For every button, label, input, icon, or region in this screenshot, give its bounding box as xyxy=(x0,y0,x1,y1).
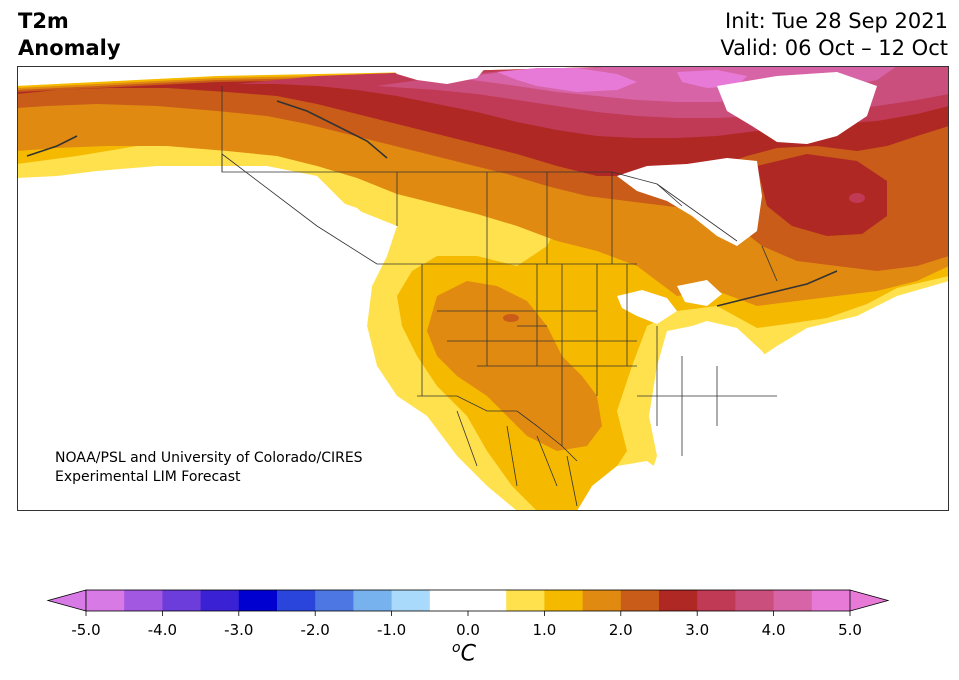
colorbar-box xyxy=(162,590,202,611)
colorbar-box xyxy=(468,590,507,611)
colorbar-box xyxy=(659,590,698,611)
anomaly-map xyxy=(17,66,949,511)
variable-subtitle: Anomaly xyxy=(18,36,121,60)
colorbar-box xyxy=(353,590,393,611)
unit-letter: C xyxy=(460,641,476,667)
colorbar-over-arrow xyxy=(849,589,890,612)
anomaly-spot-2p0-colorado xyxy=(503,314,519,322)
title-left: T2m Anomaly xyxy=(18,8,121,62)
colorbar-box xyxy=(429,590,469,611)
valid-range: Valid: 06 Oct – 12 Oct xyxy=(720,36,948,60)
colorbar-box xyxy=(582,590,622,611)
us-southeast-neutral xyxy=(659,321,777,486)
colorbar-box xyxy=(811,590,851,611)
colorbar-box xyxy=(200,590,240,611)
gulf-of-mexico xyxy=(577,461,682,511)
colorbar-box xyxy=(391,590,431,611)
colorbar-tick-label: 3.0 xyxy=(685,621,709,639)
colorbar-box xyxy=(773,590,813,611)
title-right: Init: Tue 28 Sep 2021 Valid: 06 Oct – 12… xyxy=(720,8,948,62)
colorbar-box xyxy=(544,590,584,611)
arctic-sea-gap xyxy=(387,66,487,84)
coastline-accents xyxy=(26,100,838,307)
colorbar-box xyxy=(697,590,736,611)
colorbar-box xyxy=(277,590,316,611)
colorbar-ticks: -5.0 -4.0 -3.0 -2.0 -1.0 0.0 1.0 2.0 3.0 4.0 5.0 xyxy=(71,611,862,639)
colorbar-box xyxy=(620,590,660,611)
canada-province-lines xyxy=(221,153,778,282)
great-lakes xyxy=(617,280,722,324)
credit-text: NOAA/PSL and University of Colorado/CIRE… xyxy=(55,449,363,487)
st-lawrence-line xyxy=(716,270,838,307)
credit-line-1: NOAA/PSL and University of Colorado/CIRE… xyxy=(55,450,363,466)
anomaly-contour-4p5-east xyxy=(677,70,747,88)
colorbar-tick-label: 1.0 xyxy=(532,621,556,639)
colorbar-boxes xyxy=(46,589,890,612)
mackenzie-river-line xyxy=(276,100,388,159)
colorbar-tick-label: 5.0 xyxy=(838,621,862,639)
us-canada-border xyxy=(221,154,683,207)
colorbar-box xyxy=(86,590,125,611)
mexico-state-lines xyxy=(456,410,578,507)
yukon-river-line xyxy=(26,135,78,157)
colorbar-under-arrow xyxy=(46,589,87,612)
pacific-ocean xyxy=(17,184,517,511)
colorbar-tick-label: -2.0 xyxy=(301,621,330,639)
us-state-lines xyxy=(377,263,777,456)
colorbar-box xyxy=(238,590,278,611)
colorbar-tick-label: -4.0 xyxy=(148,621,177,639)
colorbar-box xyxy=(124,590,163,611)
colorbar-box xyxy=(315,590,354,611)
anomaly-contour-2p5-quebec xyxy=(757,154,887,236)
colorbar: -5.0 -4.0 -3.0 -2.0 -1.0 0.0 1.0 2.0 3.0 4.0 5.0 xyxy=(46,589,890,639)
colorbar-tick-label: 0.0 xyxy=(456,621,480,639)
init-date: Init: Tue 28 Sep 2021 xyxy=(725,9,948,33)
colorbar-box xyxy=(506,590,545,611)
colorbar-tick-label: -5.0 xyxy=(71,621,100,639)
hudson-bay xyxy=(617,158,762,246)
colorbar-tick-label: -3.0 xyxy=(224,621,253,639)
map-svg xyxy=(17,66,949,511)
anomaly-contour-4p5 xyxy=(497,68,637,92)
baffin-bay xyxy=(717,72,877,144)
colorbar-box xyxy=(735,590,775,611)
colorbar-tick-label: -1.0 xyxy=(377,621,406,639)
colorbar-tick-label: 2.0 xyxy=(609,621,633,639)
map-border xyxy=(17,66,949,511)
colorbar-unit: oC xyxy=(452,640,476,666)
political-boundaries xyxy=(221,86,778,507)
anomaly-spot-3p0-quebec xyxy=(849,193,865,203)
colorbar-tick-label: 4.0 xyxy=(762,621,786,639)
degree-symbol: o xyxy=(452,640,461,656)
credit-line-2: Experimental LIM Forecast xyxy=(55,469,241,485)
variable-title: T2m xyxy=(18,9,69,33)
atlantic-ocean xyxy=(717,281,949,511)
